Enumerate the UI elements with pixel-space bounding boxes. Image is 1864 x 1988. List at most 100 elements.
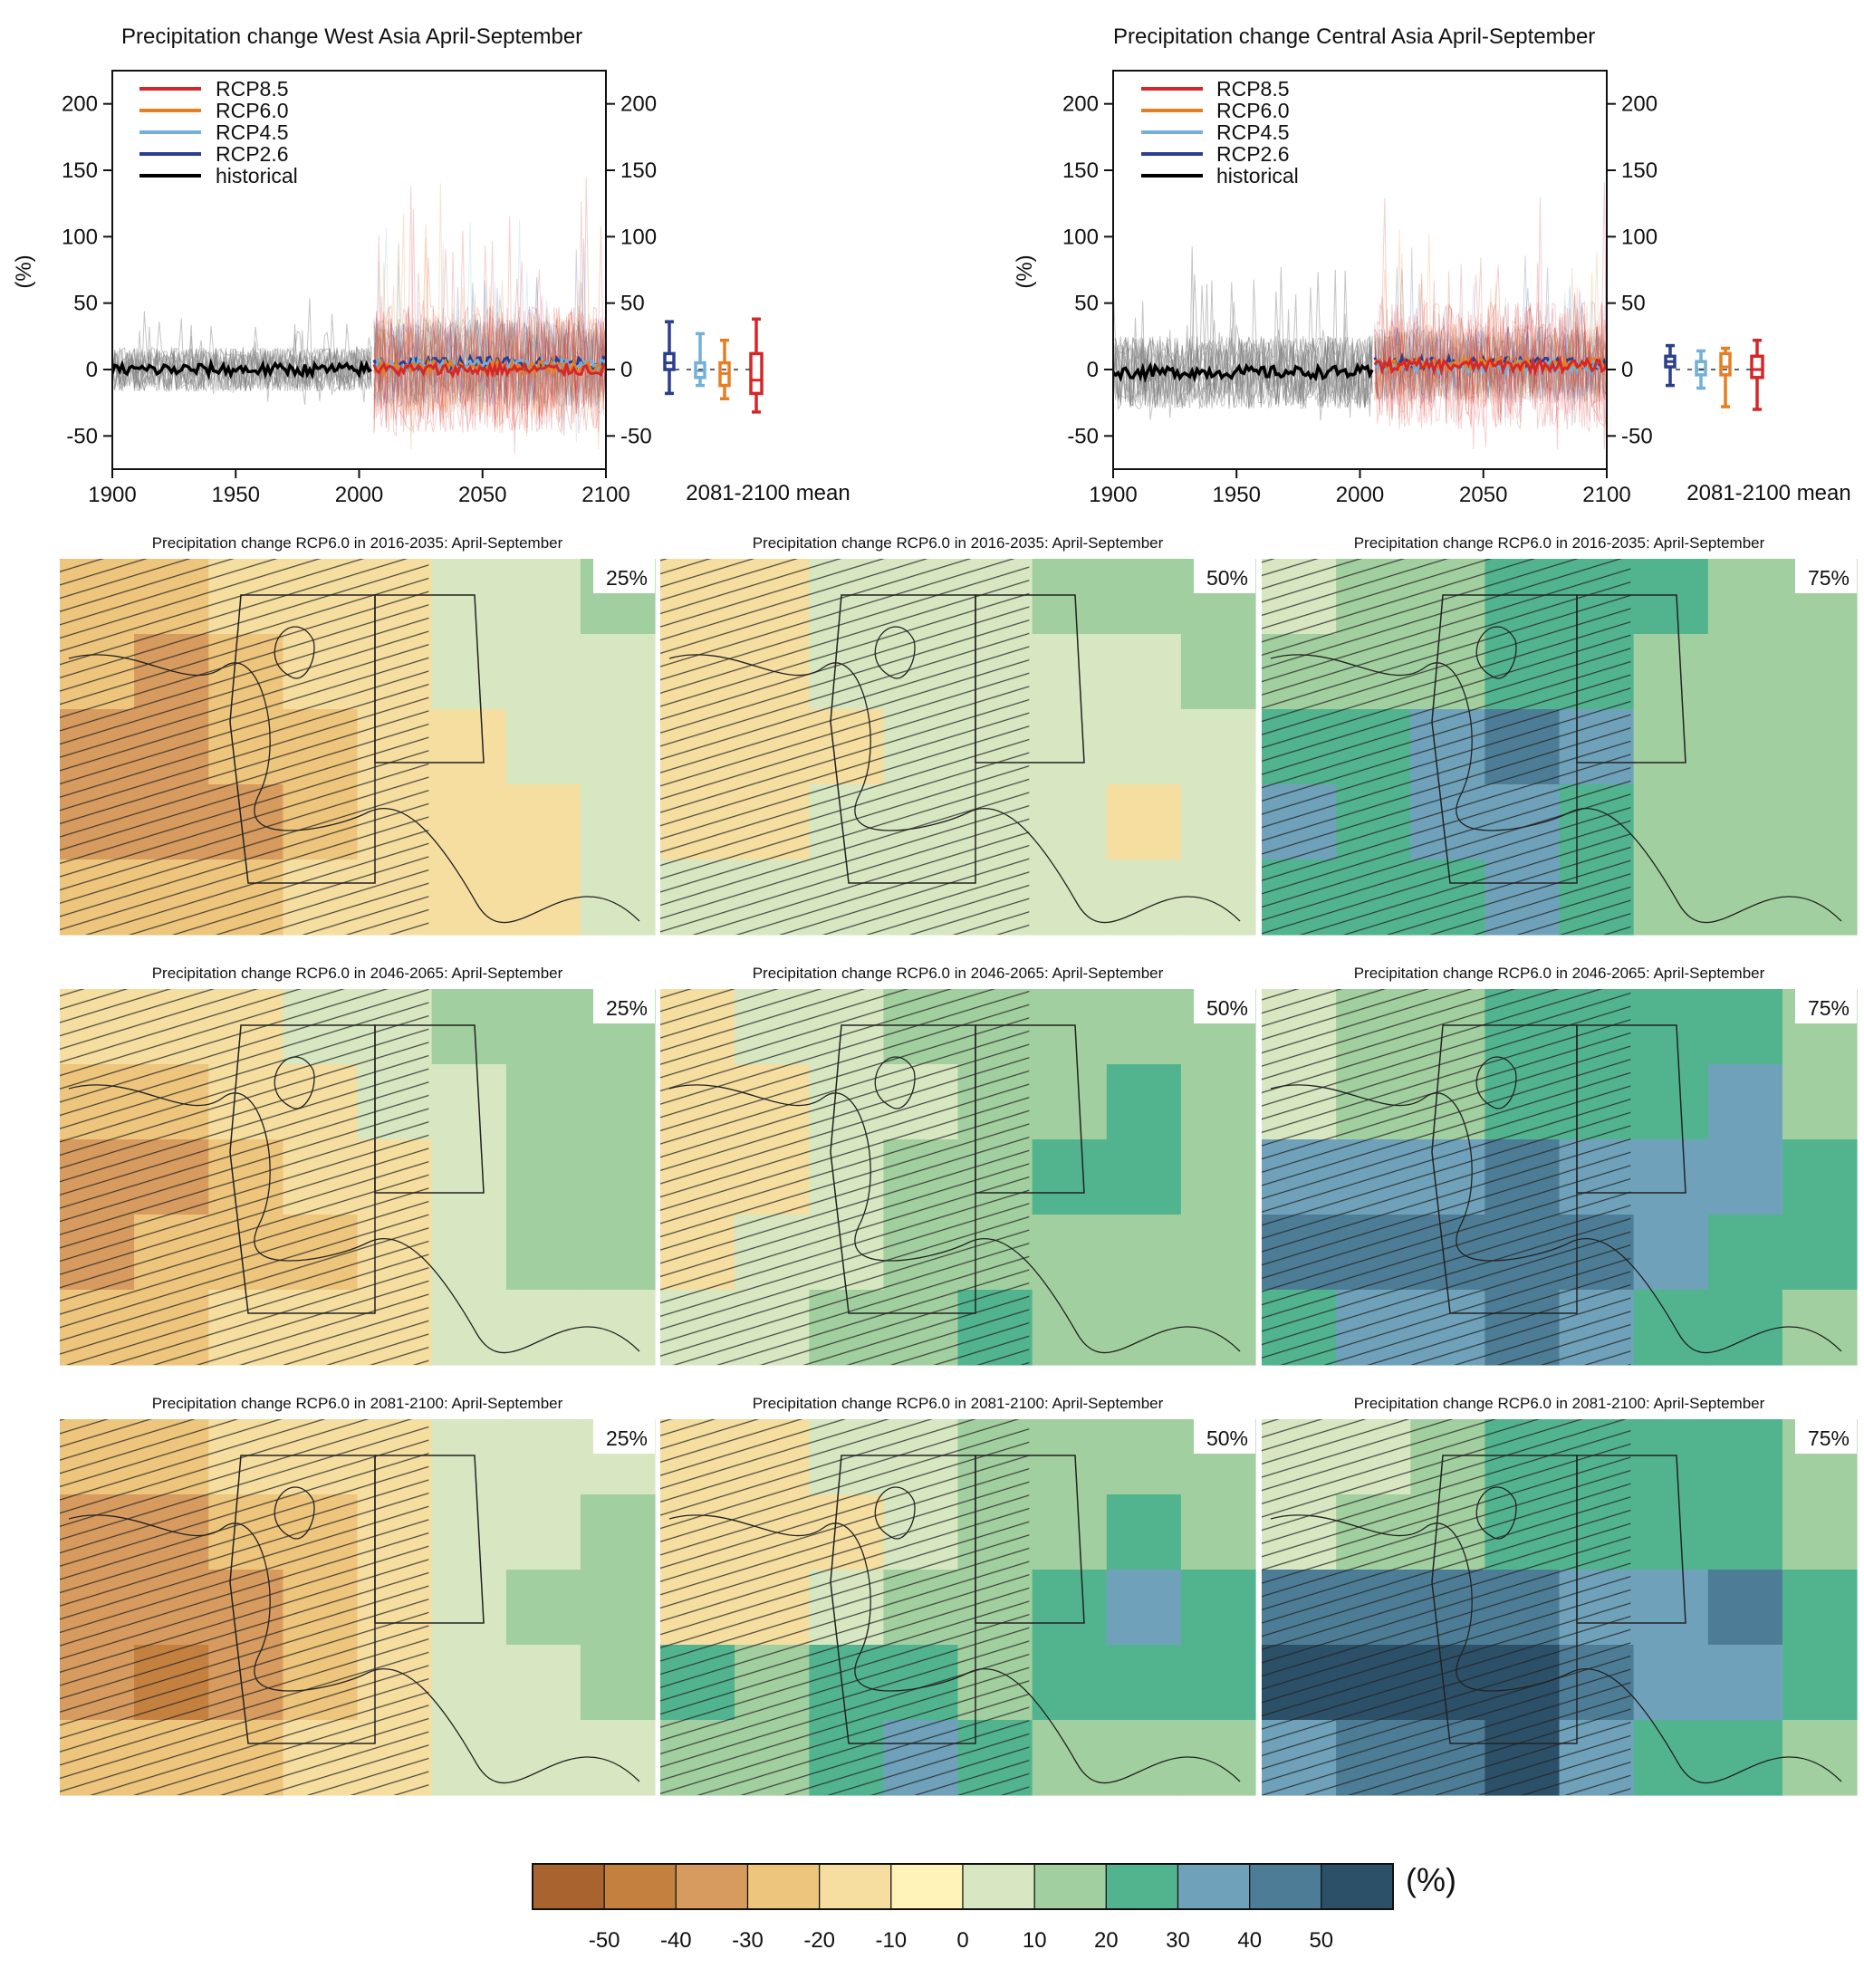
map-cell bbox=[1106, 1720, 1182, 1796]
map-title: Precipitation change RCP6.0 in 2081-2100… bbox=[1354, 1395, 1765, 1412]
x-tick-label: 1950 bbox=[1213, 483, 1261, 507]
ensemble-member-line bbox=[373, 317, 606, 405]
ensemble-member-line bbox=[112, 298, 372, 391]
map-title: Precipitation change RCP6.0 in 2081-2100… bbox=[152, 1395, 563, 1412]
percentile-label: 25% bbox=[606, 1426, 648, 1450]
colorbar-tick-label: -50 bbox=[589, 1928, 620, 1953]
map-cell bbox=[580, 634, 656, 710]
boxplot-rcp60 bbox=[1719, 346, 1732, 408]
ensemble-member-line bbox=[373, 178, 606, 433]
map-cell bbox=[431, 784, 507, 860]
map-cell bbox=[431, 1419, 507, 1495]
region-outlines bbox=[1431, 594, 1686, 884]
colorbar-tick-label: 10 bbox=[1023, 1928, 1047, 1953]
ensemble-member-line bbox=[1374, 197, 1607, 450]
caspian-sea-outline bbox=[874, 1486, 916, 1540]
map-title: Precipitation change RCP6.0 in 2046-2065… bbox=[1354, 965, 1765, 982]
legend-label-rcp60: RCP6.0 bbox=[1216, 99, 1290, 122]
map-cell bbox=[431, 1494, 507, 1570]
ensemble-member-line bbox=[1374, 302, 1607, 429]
coastline bbox=[668, 1084, 1241, 1354]
x-tick-label: 2100 bbox=[1582, 483, 1630, 507]
boxplot-rcp26 bbox=[663, 320, 676, 396]
y-tick-label: 200 bbox=[1621, 92, 1657, 117]
map-cell bbox=[1782, 709, 1858, 785]
colorbar-segment bbox=[746, 1863, 821, 1910]
ensemble-member-line bbox=[1374, 269, 1607, 403]
map-cell bbox=[1707, 860, 1783, 936]
map-cell bbox=[1633, 1139, 1709, 1215]
map-cell bbox=[1032, 784, 1108, 860]
map-cell bbox=[1106, 634, 1182, 710]
map-cell bbox=[1032, 709, 1108, 785]
map-title: Precipitation change RCP6.0 in 2016-2035… bbox=[1354, 534, 1765, 552]
ensemble-member-line bbox=[373, 208, 606, 433]
colorbar-tick-label: 40 bbox=[1237, 1928, 1262, 1953]
timeseries-title: Precipitation change West Asia April-Sep… bbox=[121, 24, 582, 49]
map-cell bbox=[505, 559, 581, 635]
map-cell bbox=[580, 1290, 656, 1366]
legend-label-rcp85: RCP8.5 bbox=[1216, 77, 1290, 101]
caspian-sea-outline bbox=[274, 626, 315, 679]
map-cell bbox=[505, 1645, 581, 1721]
ensemble-member-line bbox=[1374, 306, 1607, 403]
map-cell bbox=[505, 1570, 581, 1646]
region-outlines bbox=[1431, 1024, 1686, 1314]
y-tick-label: 0 bbox=[1087, 358, 1099, 382]
map-panel: Precipitation change RCP6.0 in 2046-2065… bbox=[60, 965, 656, 1366]
legend-label-historical: historical bbox=[216, 164, 298, 187]
boxplot-rcp85 bbox=[1750, 338, 1764, 411]
map-cell bbox=[1106, 1645, 1182, 1721]
colorbar-segment bbox=[675, 1863, 749, 1910]
percentile-label: 75% bbox=[1808, 996, 1850, 1020]
ensemble-member-line bbox=[1374, 265, 1607, 429]
region-outlines bbox=[830, 1024, 1085, 1314]
region-outlines bbox=[229, 1024, 485, 1314]
map-cell bbox=[1106, 860, 1182, 936]
map-cell bbox=[1106, 1290, 1182, 1366]
y-axis-label: (%) bbox=[12, 255, 36, 288]
map-cell bbox=[1032, 860, 1108, 936]
x-tick-label: 1900 bbox=[88, 483, 136, 507]
map-cell bbox=[1180, 1290, 1256, 1366]
y-tick-label: 150 bbox=[1621, 158, 1657, 183]
coastline bbox=[68, 1514, 640, 1784]
legend: RCP8.5 RCP6.0 RCP4.5 RCP2.6 historical bbox=[139, 77, 298, 187]
ensemble-member-line bbox=[1374, 290, 1607, 400]
map-cell bbox=[1106, 559, 1182, 635]
map-cell bbox=[1180, 1720, 1256, 1796]
timeseries-data bbox=[112, 178, 606, 454]
ensemble-member-line bbox=[112, 340, 372, 393]
map-cell bbox=[580, 1570, 656, 1646]
coastline bbox=[1270, 1514, 1842, 1784]
ensemble-member-line bbox=[112, 330, 372, 392]
mean-boxplots bbox=[1664, 338, 1764, 411]
caspian-sea-outline bbox=[1475, 1056, 1517, 1109]
y-axis-label: (%) bbox=[1013, 255, 1037, 288]
percentile-label-bg bbox=[1795, 989, 1857, 1023]
coastline bbox=[68, 1084, 640, 1354]
y-tick-label: -50 bbox=[1067, 424, 1099, 448]
coastline bbox=[668, 1514, 1241, 1784]
map-title: Precipitation change RCP6.0 in 2016-2035… bbox=[753, 534, 1164, 552]
legend-label-rcp85: RCP8.5 bbox=[216, 77, 289, 101]
ensemble-member-line bbox=[1374, 263, 1607, 429]
map-cell bbox=[580, 1215, 656, 1291]
ensemble-member-line bbox=[373, 214, 606, 419]
map-cell bbox=[1032, 559, 1108, 635]
colorbar-tick-label: -20 bbox=[803, 1928, 835, 1953]
boxplot-rcp45 bbox=[694, 331, 706, 388]
map-cell bbox=[505, 1494, 581, 1570]
ensemble-member-line bbox=[1374, 287, 1607, 403]
percentile-label-bg bbox=[1194, 559, 1255, 593]
map-cell bbox=[1633, 634, 1709, 710]
caspian-sea-outline bbox=[1475, 1486, 1517, 1540]
map-cell bbox=[431, 989, 507, 1065]
map-cell bbox=[580, 1494, 656, 1570]
map-cell bbox=[1707, 1645, 1783, 1721]
map-cell bbox=[1707, 1570, 1783, 1646]
hatching bbox=[1262, 559, 1631, 935]
x-tick-label: 2100 bbox=[581, 483, 629, 507]
map-panel: Precipitation change RCP6.0 in 2016-2035… bbox=[60, 534, 656, 936]
map-cell bbox=[505, 1720, 581, 1796]
